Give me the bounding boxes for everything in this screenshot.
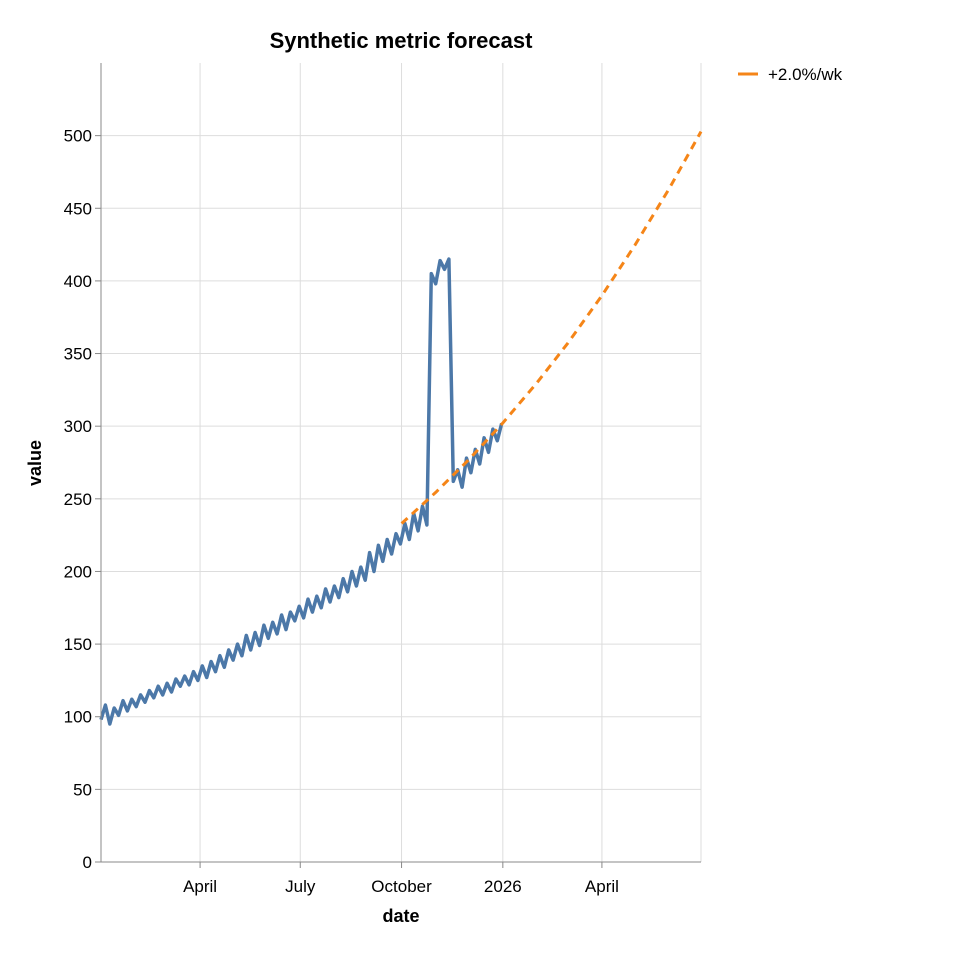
grid <box>101 63 702 863</box>
x-tick-label: October <box>371 877 432 896</box>
y-tick-label: 450 <box>64 199 92 218</box>
forecast-line <box>400 130 703 525</box>
y-tick-label: 50 <box>73 780 92 799</box>
y-tick-label: 0 <box>83 853 92 872</box>
y-tick-label: 150 <box>64 635 92 654</box>
x-tick-label: July <box>285 877 316 896</box>
legend-label-forecast: +2.0%/wk <box>768 65 843 84</box>
y-axis-label: value <box>25 440 45 486</box>
y-tick-label: 400 <box>64 272 92 291</box>
x-tick-label: April <box>183 877 217 896</box>
y-tick-label: 300 <box>64 417 92 436</box>
y-tick-label: 350 <box>64 345 92 364</box>
axes: 0 50 100 150 200 250 300 350 400 450 500 April July O… <box>64 63 701 896</box>
series-layer <box>99 130 703 726</box>
x-tick-label: April <box>585 877 619 896</box>
x-tick-label: 2026 <box>484 877 522 896</box>
y-tick-label: 100 <box>64 708 92 727</box>
observed-line <box>99 257 504 726</box>
legend: +2.0%/wk <box>738 65 843 84</box>
y-tick-label: 250 <box>64 490 92 509</box>
x-axis-label: date <box>382 906 419 926</box>
y-tick-label: 200 <box>64 562 92 581</box>
chart-title: Synthetic metric forecast <box>270 28 534 53</box>
y-tick-label: 500 <box>64 127 92 146</box>
